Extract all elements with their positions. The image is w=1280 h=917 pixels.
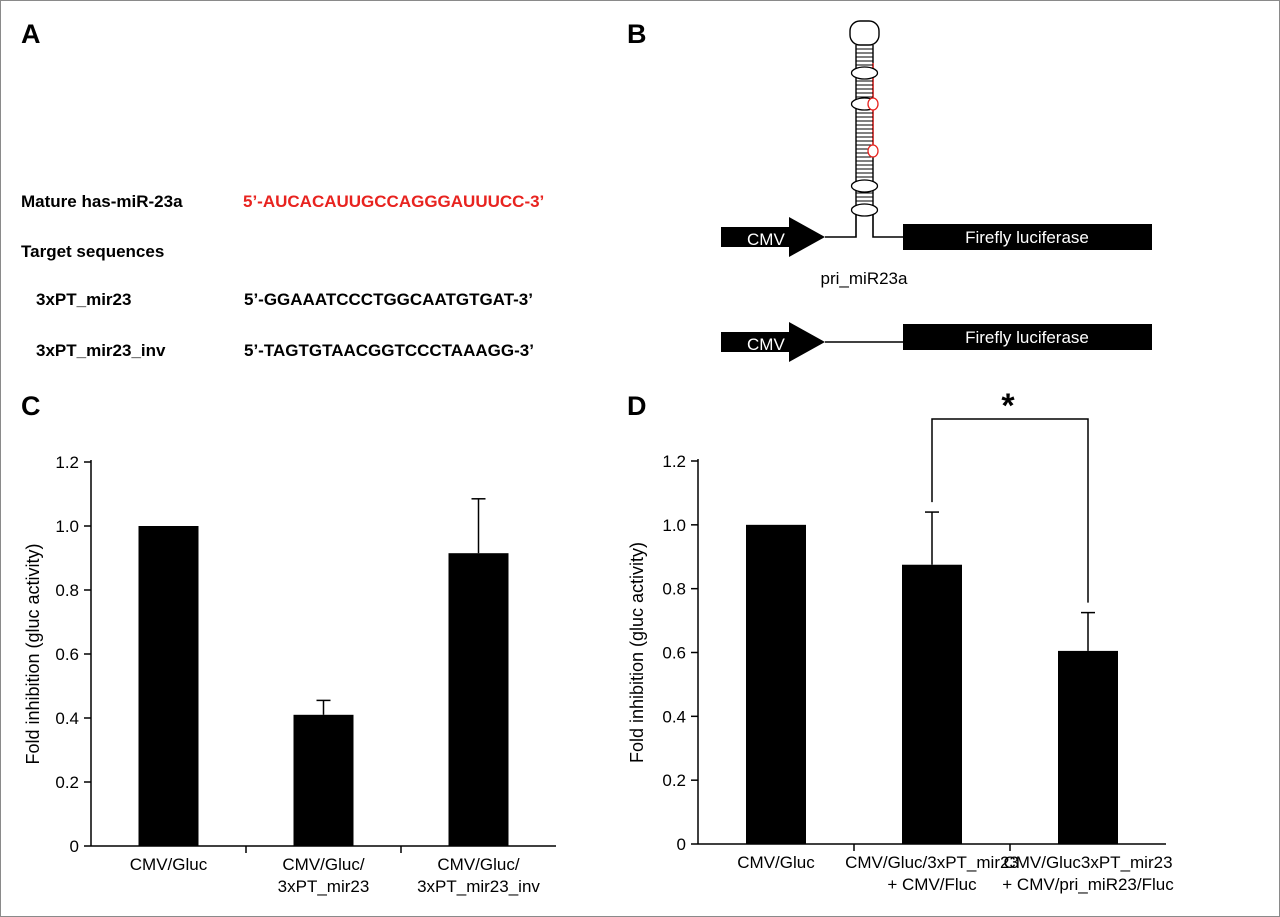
- y-tick-label: 1.0: [55, 517, 79, 536]
- bar: [746, 524, 806, 844]
- x-tick-label: CMV/Gluc/3xPT_mir23 + CMV/Fluc: [845, 853, 1019, 894]
- y-tick-label: 1.2: [55, 453, 79, 472]
- y-tick-label: 0.6: [662, 644, 686, 663]
- significance-bracket: [931, 418, 1089, 603]
- panel-c-letter: C: [21, 391, 41, 421]
- y-axis-label: Fold inhibition (gluc activity): [23, 543, 43, 764]
- y-tick-label: 0.6: [55, 645, 79, 664]
- target-name: 3xPT_mir23_inv: [36, 341, 166, 360]
- bar-chart-d: 0 0.2 0.4 0.6 0.8 1.0 1.2 Fold inhibition (gluc…: [627, 387, 1174, 894]
- x-tick-label: CMV/Gluc: [737, 853, 815, 872]
- target-sequences-heading: Target sequences: [21, 242, 165, 261]
- hairpin-bulge: [850, 66, 879, 80]
- panel-b-letter: B: [627, 19, 647, 49]
- panel-d-letter: D: [627, 391, 647, 421]
- y-tick-label: 0.4: [55, 709, 79, 728]
- x-tick-label: CMV/Gluc3xPT_mir23 + CMV/pri_miR23/Fluc: [1002, 853, 1174, 894]
- significance-asterisk: *: [1001, 387, 1015, 425]
- construct-2: CMV Firefly luciferase: [721, 322, 1152, 362]
- target-name: 3xPT_mir23: [36, 290, 132, 309]
- firefly-luciferase-box: [903, 224, 1152, 250]
- cmv-label: CMV: [747, 335, 785, 354]
- bar: [293, 714, 354, 846]
- hairpin-loop: [849, 20, 880, 46]
- y-tick-label: 0: [70, 837, 79, 856]
- firefly-luciferase-label: Firefly luciferase: [965, 328, 1089, 347]
- y-tick-label: 0.8: [662, 580, 686, 599]
- y-axis-label: Fold inhibition (gluc activity): [627, 542, 647, 763]
- y-tick-label: 1.2: [662, 452, 686, 471]
- cmv-promoter-arrow: [721, 217, 825, 257]
- firefly-luciferase-box: [903, 324, 1152, 350]
- bar: [1058, 650, 1118, 844]
- bar: [902, 564, 962, 844]
- mature-mirna-label: Mature has-miR-23a: [21, 192, 183, 211]
- hairpin-mature-bulge: [867, 97, 879, 111]
- mature-mirna-sequence: 5’-AUCACAUUGCCAGGGAUUUCC-3’: [243, 192, 545, 211]
- bar-chart-c: 0 0.2 0.4 0.6 0.8 1.0 1.2 Fold inhibition (gluc…: [23, 453, 556, 896]
- y-tick-label: 0.4: [662, 707, 686, 726]
- hairpin-bulge: [850, 203, 879, 217]
- y-tick-label: 0.2: [55, 773, 79, 792]
- cmv-promoter-arrow: [721, 322, 825, 362]
- linker-line: [825, 213, 903, 238]
- target-sequence: 5’-GGAAATCCCTGGCAATGTGAT-3’: [244, 290, 533, 309]
- y-tick-label: 1.0: [662, 516, 686, 535]
- bar: [138, 526, 199, 846]
- bar: [448, 553, 509, 846]
- hairpin-bulge: [850, 179, 879, 193]
- x-tick-label: CMV/Gluc: [130, 855, 208, 874]
- x-tick-label: CMV/Gluc/3xPT_mir23: [278, 855, 370, 896]
- construct-diagram: CMV Firefly luciferase pri_miR23a CMV Fi…: [721, 20, 1152, 362]
- x-tick-label: CMV/Gluc/3xPT_mir23_inv: [417, 855, 540, 896]
- construct-1: CMV Firefly luciferase pri_miR23a: [721, 20, 1152, 288]
- target-sequence: 5’-TAGTGTAACGGTCCCTAAAGG-3’: [244, 341, 534, 360]
- firefly-luciferase-label: Firefly luciferase: [965, 228, 1089, 247]
- panel-a-letter: A: [21, 19, 41, 49]
- pri-mir23a-label: pri_miR23a: [821, 269, 908, 288]
- y-tick-label: 0.8: [55, 581, 79, 600]
- hairpin-structure: [849, 20, 880, 217]
- cmv-label: CMV: [747, 230, 785, 249]
- hairpin-mature-bulge: [867, 144, 879, 158]
- y-tick-label: 0: [677, 835, 686, 854]
- y-tick-label: 0.2: [662, 771, 686, 790]
